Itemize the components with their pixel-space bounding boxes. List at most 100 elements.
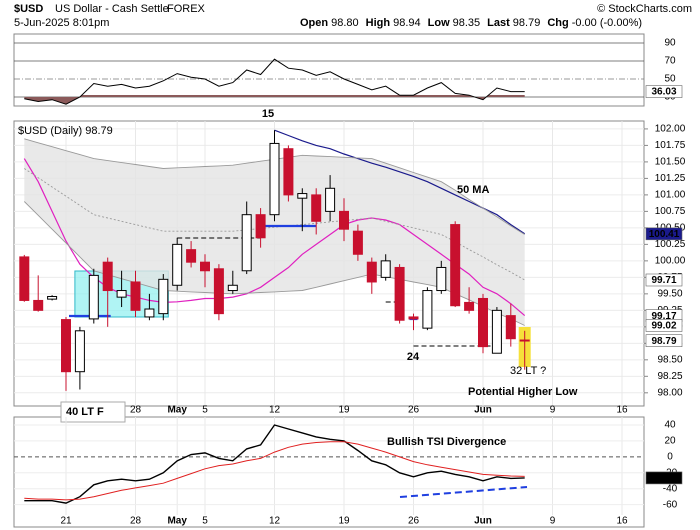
date: 5-Jun-2025 8:01pm: [14, 17, 109, 29]
candle-body: [478, 297, 488, 348]
candle-body: [19, 256, 30, 301]
price-frame: [13, 120, 645, 407]
y-tick-label: 70: [664, 56, 676, 67]
candle-body: [255, 214, 266, 239]
x-tick-label: 26: [408, 405, 420, 416]
x-tick-label: 9: [550, 405, 556, 416]
y-tick-label: 101.75: [655, 140, 686, 151]
candle-body: [505, 315, 516, 340]
y-tick-label: 40: [664, 420, 676, 431]
value-box-label: 99.71: [651, 275, 676, 286]
header: $USD US Dollar - Cash Settle FOREX © Sto…: [14, 3, 692, 29]
y-tick-label: 100.25: [655, 239, 686, 250]
candle-body: [464, 301, 475, 311]
candle-body: [88, 274, 99, 320]
annotation: Potential Higher Low: [468, 386, 578, 398]
rsi-line: [24, 58, 525, 105]
candle-body: [339, 210, 349, 230]
name: US Dollar - Cash Settle: [55, 3, 169, 15]
value-box-label: 99.02: [651, 321, 676, 332]
y-tick-label: 102.00: [655, 124, 686, 135]
credit: © StockCharts.com: [597, 3, 692, 15]
candle-body: [241, 214, 252, 272]
value-box-label: 98.79: [651, 336, 676, 347]
candle-body: [297, 193, 308, 199]
value-box-label: 99.17: [651, 311, 676, 322]
indicator-line: [24, 168, 525, 281]
rsi-frame: [13, 33, 645, 107]
candle-body: [352, 230, 363, 255]
x-tick-label: May: [167, 405, 187, 416]
y-tick-label: -40: [663, 483, 678, 494]
candle-body: [33, 299, 44, 311]
x-tick-label: 12: [269, 405, 281, 416]
y-tick-label: 99.50: [657, 288, 682, 299]
candle-body: [519, 339, 530, 342]
candle-body: [269, 142, 280, 216]
y-tick-label: 0: [667, 451, 673, 462]
y-tick-label: 90: [664, 38, 676, 49]
annotation: 50 MA: [457, 184, 489, 196]
candle-body: [283, 148, 294, 196]
y-tick-label: 101.25: [655, 173, 686, 184]
x-tick-label: Jun: [474, 516, 492, 527]
annotation: 40 LT F: [66, 406, 104, 418]
x-tick-label: 16: [616, 405, 628, 416]
x-tick-label: 19: [338, 516, 350, 527]
quote-label: Low: [428, 17, 450, 29]
candle-body: [74, 330, 85, 373]
quote-value: 98.79: [513, 17, 541, 29]
annotation: 24: [407, 351, 420, 363]
quote-value: 98.80: [331, 17, 359, 29]
x-tick-label: 16: [616, 516, 628, 527]
tsi-frame: [13, 416, 645, 528]
y-tick-label: 98.25: [657, 371, 682, 382]
x-tick-label: 28: [130, 405, 142, 416]
value-box: [645, 319, 683, 332]
y-tick-label: 101.00: [655, 190, 686, 201]
symbol: $USD: [14, 3, 43, 15]
candle-body: [172, 243, 183, 286]
candle-body: [408, 316, 419, 320]
candle-body: [450, 224, 461, 307]
annotation: 32 LT ?: [510, 365, 546, 377]
candle-body: [130, 281, 141, 311]
candle-body: [436, 266, 447, 292]
value-box: [645, 227, 683, 241]
candle-body: [144, 308, 155, 318]
candle-body: [102, 261, 113, 292]
annotation-box: [60, 401, 126, 423]
signal-line: [24, 441, 525, 501]
quote-label: High: [366, 17, 391, 29]
x-tick-label: 26: [408, 516, 420, 527]
x-tick-label: 5: [202, 516, 208, 527]
exchange: FOREX: [167, 3, 206, 15]
y-tick-label: 50: [664, 74, 676, 85]
y-tick-label: 100.75: [655, 206, 686, 217]
quote-label: Open: [300, 17, 328, 29]
tsi-line: [24, 424, 525, 504]
candle-body: [227, 284, 238, 292]
annotation: 15: [262, 108, 274, 120]
candle-body: [186, 249, 197, 263]
x-tick-label: Jun: [474, 405, 492, 416]
candle-body: [422, 290, 433, 329]
y-tick-label: 20: [664, 436, 676, 447]
x-tick-label: May: [167, 516, 187, 527]
y-tick-label: 98.00: [657, 387, 682, 398]
oversold-fill: [24, 95, 525, 105]
quote-value: 98.35: [453, 17, 481, 29]
value-box-label: 100.41: [649, 229, 680, 240]
candle-body: [200, 261, 210, 272]
value-box: [645, 273, 683, 287]
x-tick-label: 19: [338, 405, 350, 416]
x-tick-label: 5: [202, 405, 208, 416]
panel-label: $USD (Daily) 98.79: [18, 125, 113, 137]
quote-label: Chg: [547, 17, 568, 29]
candle-body: [213, 268, 224, 315]
candle-body: [325, 187, 336, 212]
candle-body: [491, 309, 502, 354]
y-tick-label: -60: [663, 499, 678, 510]
candle-body: [116, 290, 127, 298]
